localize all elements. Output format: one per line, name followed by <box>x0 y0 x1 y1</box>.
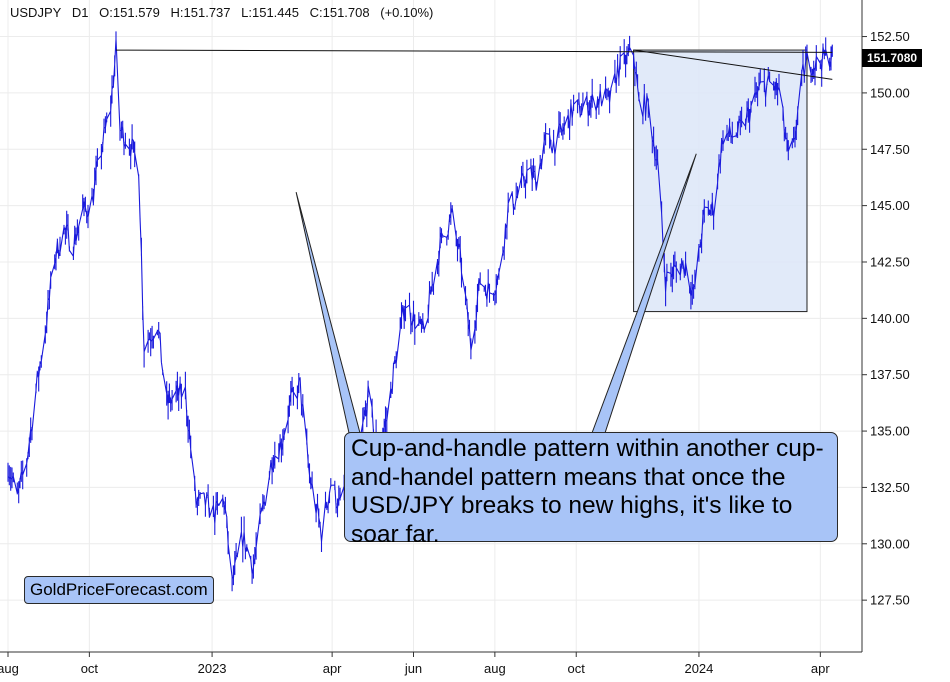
x-tick-label: 2024 <box>684 661 713 676</box>
resistance-line <box>116 49 833 53</box>
x-tick-label: aug <box>484 661 506 676</box>
last-price-tag: 151.7080 <box>862 49 923 67</box>
y-tick-label: 142.50 <box>870 254 910 269</box>
callout-pointer-left <box>295 191 361 434</box>
y-tick-label: 137.50 <box>870 367 910 382</box>
high-value: H:151.737 <box>170 5 231 20</box>
y-tick-label: 132.50 <box>870 480 910 495</box>
timeframe-label: D1 <box>71 5 89 20</box>
y-tick-label: 147.50 <box>870 142 910 157</box>
symbol-label: USDJPY <box>10 5 62 20</box>
x-tick-label: aug <box>0 661 19 676</box>
open-value: O:151.579 <box>99 5 160 20</box>
low-value: L:151.445 <box>241 5 299 20</box>
annotation-callout: Cup-and-handle pattern within another cu… <box>344 432 838 548</box>
chart-grid <box>0 0 862 652</box>
x-tick-label: apr <box>323 661 342 676</box>
site-badge: GoldPriceForecast.com <box>24 576 214 604</box>
axes: 127.50 130.00 132.50 135.00 137.50 140.00 142.… <box>0 0 910 676</box>
y-tick-label: 140.00 <box>870 311 910 326</box>
y-tick-label: 150.00 <box>870 85 910 100</box>
x-tick-label: oct <box>568 661 586 676</box>
y-tick-label: 127.50 <box>870 593 910 608</box>
x-tick-label: oct <box>81 661 99 676</box>
y-tick-label: 130.00 <box>870 536 910 551</box>
y-tick-label: 152.50 <box>870 29 910 44</box>
chart-header: USDJPY D1 O:151.579 H:151.737 L:151.445 … <box>10 5 440 20</box>
change-value: (+0.10%) <box>380 5 434 20</box>
close-value: C:151.708 <box>309 5 370 20</box>
x-tick-label: 2023 <box>198 661 227 676</box>
y-tick-label: 135.00 <box>870 424 910 439</box>
x-tick-label: jun <box>404 661 422 676</box>
y-tick-label: 145.00 <box>870 198 910 213</box>
x-tick-label: apr <box>811 661 830 676</box>
handle-trendline <box>633 49 833 80</box>
